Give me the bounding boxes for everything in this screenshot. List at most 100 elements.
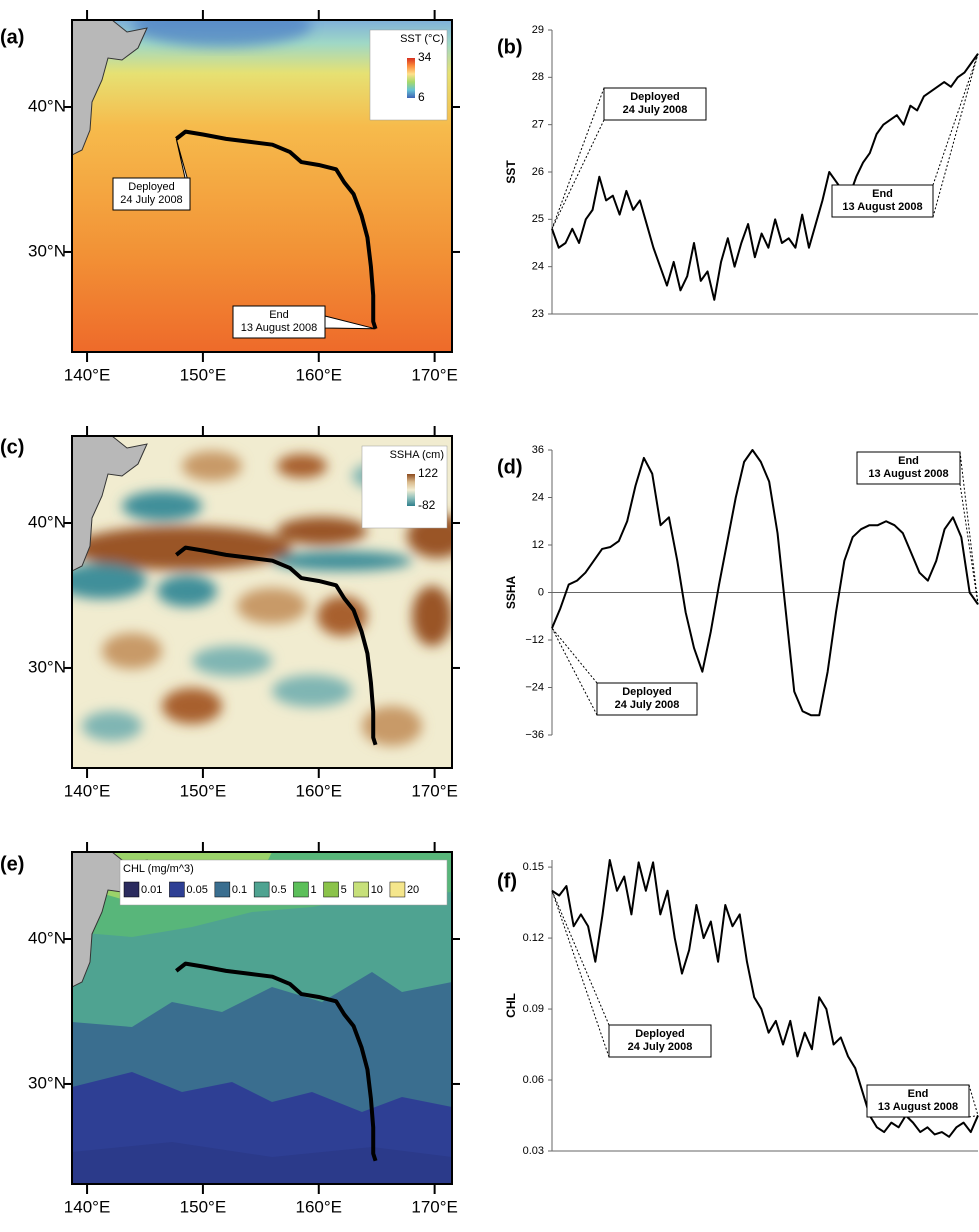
legend-label: 0.05 bbox=[186, 884, 207, 896]
map-frame bbox=[71, 851, 453, 1185]
legend-swatch bbox=[389, 881, 406, 898]
y-tick-label: 12 bbox=[532, 539, 544, 551]
legend-swatch bbox=[353, 881, 369, 898]
callout-text: 24 July 2008 bbox=[628, 1041, 693, 1053]
legend-title: CHL (mg/m^3) bbox=[123, 863, 194, 875]
callout-line bbox=[551, 119, 605, 230]
y-tick-label: 0.09 bbox=[523, 1003, 544, 1015]
legend-swatch bbox=[123, 881, 140, 898]
legend-label: 20 bbox=[407, 884, 419, 896]
data-line bbox=[551, 449, 979, 717]
y-tick-label: −12 bbox=[525, 634, 544, 646]
callout-text: End bbox=[908, 1088, 929, 1100]
legend-label: 0.5 bbox=[271, 884, 286, 896]
callout-line bbox=[968, 1115, 979, 1118]
panel-label: (d) bbox=[497, 456, 523, 478]
callout-line bbox=[551, 87, 605, 229]
callout-line bbox=[551, 890, 610, 1058]
map-frame bbox=[71, 19, 453, 353]
map-frame bbox=[71, 435, 453, 769]
legend-swatch bbox=[214, 881, 231, 898]
legend-label: 10 bbox=[371, 884, 383, 896]
y-tick-label: 30°N bbox=[28, 241, 66, 260]
callout-line bbox=[968, 1084, 979, 1116]
panel-label: (c) bbox=[0, 436, 24, 458]
callout-text: 13 August 2008 bbox=[842, 201, 922, 213]
x-tick-label: 140°E bbox=[64, 781, 111, 800]
x-tick-label: 150°E bbox=[180, 365, 227, 384]
legend-label: 0.01 bbox=[141, 884, 162, 896]
y-tick-label: 30°N bbox=[28, 657, 66, 676]
callout-text: 24 July 2008 bbox=[623, 104, 688, 116]
callout-line bbox=[932, 53, 979, 218]
panel-label: (e) bbox=[0, 853, 24, 875]
callout-line bbox=[959, 451, 979, 605]
colorbar-label: 122 bbox=[418, 466, 438, 480]
x-tick-label: 170°E bbox=[411, 1197, 458, 1216]
callout-text: End bbox=[898, 455, 919, 467]
legend-box bbox=[361, 445, 448, 529]
track bbox=[175, 545, 378, 746]
y-tick-label: 23 bbox=[532, 308, 544, 320]
y-tick-label: 0 bbox=[538, 586, 544, 598]
legend-title: SST (°C) bbox=[400, 33, 444, 45]
panel-label: (a) bbox=[0, 26, 24, 48]
panel-label: (f) bbox=[497, 870, 517, 892]
data-line bbox=[551, 53, 979, 301]
y-tick-label: 26 bbox=[532, 166, 544, 178]
legend-label: 5 bbox=[341, 884, 347, 896]
legend-label: 1 bbox=[310, 884, 316, 896]
callout-box bbox=[603, 87, 707, 121]
legend-swatch bbox=[253, 881, 270, 898]
callout-text: Deployed bbox=[635, 1028, 685, 1040]
y-tick-label: −24 bbox=[525, 681, 544, 693]
callout-text: 24 July 2008 bbox=[615, 699, 680, 711]
callout-text: End bbox=[269, 309, 289, 321]
callout-line bbox=[551, 627, 598, 716]
callout-text: Deployed bbox=[622, 686, 672, 698]
callout-line bbox=[551, 627, 598, 684]
y-axis-label: CHL bbox=[504, 993, 518, 1018]
legend-swatch bbox=[169, 881, 185, 898]
colorbar-label: 6 bbox=[418, 90, 425, 104]
y-tick-label: 40°N bbox=[28, 928, 66, 947]
callout-box bbox=[608, 1024, 712, 1058]
legend-swatch bbox=[323, 881, 339, 898]
callout-text: 13 August 2008 bbox=[878, 1101, 958, 1113]
callout-line bbox=[551, 890, 610, 1026]
callout-text: 24 July 2008 bbox=[120, 194, 182, 206]
x-tick-label: 140°E bbox=[64, 1197, 111, 1216]
ssha-field bbox=[72, 436, 452, 768]
colorbar bbox=[407, 474, 415, 506]
callout-line bbox=[959, 483, 979, 605]
callout-box bbox=[596, 682, 698, 716]
callout-box bbox=[866, 1084, 970, 1118]
x-tick-label: 160°E bbox=[296, 1197, 343, 1216]
y-tick-label: 40°N bbox=[28, 96, 66, 115]
y-tick-label: 24 bbox=[532, 491, 544, 503]
y-axis-label: SSHA bbox=[504, 575, 518, 609]
y-tick-label: 30°N bbox=[28, 1073, 66, 1092]
y-tick-label: 28 bbox=[532, 71, 544, 83]
y-tick-label: 40°N bbox=[28, 512, 66, 531]
callout-text: 13 August 2008 bbox=[241, 322, 317, 334]
x-tick-label: 140°E bbox=[64, 365, 111, 384]
y-tick-label: 0.06 bbox=[523, 1074, 544, 1086]
legend-swatch bbox=[293, 881, 309, 898]
y-tick-label: 27 bbox=[532, 119, 544, 131]
y-tick-label: 25 bbox=[532, 213, 544, 225]
y-tick-label: 0.15 bbox=[523, 861, 544, 873]
track bbox=[175, 961, 378, 1162]
x-tick-label: 170°E bbox=[411, 781, 458, 800]
y-axis-label: SST bbox=[504, 160, 518, 184]
x-tick-label: 160°E bbox=[296, 365, 343, 384]
callout-box bbox=[232, 305, 326, 339]
colorbar-label: -82 bbox=[418, 498, 436, 512]
y-tick-label: 24 bbox=[532, 261, 544, 273]
track bbox=[175, 129, 378, 330]
callout-box bbox=[831, 184, 934, 218]
callout-line bbox=[932, 53, 979, 186]
callout-box bbox=[856, 451, 961, 485]
callout-text: Deployed bbox=[128, 181, 174, 193]
